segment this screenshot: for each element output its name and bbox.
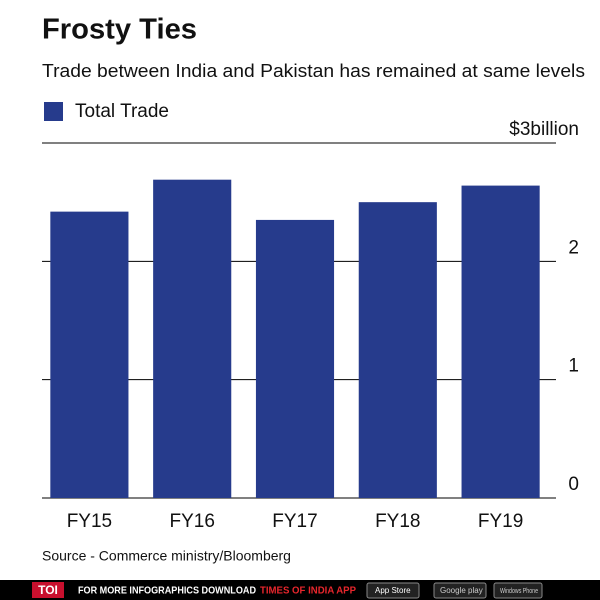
x-tick-label: FY16	[169, 511, 214, 532]
legend-label: Total Trade	[75, 101, 169, 122]
footer-badge[interactable]: App Store	[375, 586, 411, 595]
bar	[153, 179, 232, 498]
footer-logo: TOI	[38, 583, 58, 597]
footer-text: FOR MORE INFOGRAPHICS DOWNLOAD	[78, 586, 256, 597]
badge-box	[433, 582, 487, 599]
source: Source - Commerce ministry/Bloomberg	[42, 548, 291, 564]
x-tick-label: FY18	[375, 511, 420, 532]
footer-badge[interactable]: Google play	[440, 586, 483, 595]
bar	[461, 185, 540, 498]
badge-box	[493, 582, 543, 599]
legend-swatch	[44, 102, 63, 121]
x-tick-label: FY17	[272, 511, 317, 532]
x-tick-label: FY19	[478, 511, 523, 532]
footer-app: TIMES OF INDIA APP	[260, 586, 356, 597]
bar	[50, 211, 129, 498]
bar	[255, 219, 335, 498]
y-tick-label: 0	[568, 474, 579, 495]
chart-subtitle: Trade between India and Pakistan has rem…	[42, 61, 585, 81]
badge-box	[366, 582, 420, 599]
y-tick-label: $3billion	[509, 119, 579, 140]
footer-badge[interactable]: Windows Phone	[500, 588, 538, 595]
bar	[358, 202, 437, 498]
footer-logo-box	[32, 582, 64, 598]
y-tick-label: 1	[568, 356, 579, 377]
x-tick-label: FY15	[67, 511, 112, 532]
chart-title: Frosty Ties	[42, 14, 197, 46]
y-tick-label: 2	[568, 237, 579, 258]
